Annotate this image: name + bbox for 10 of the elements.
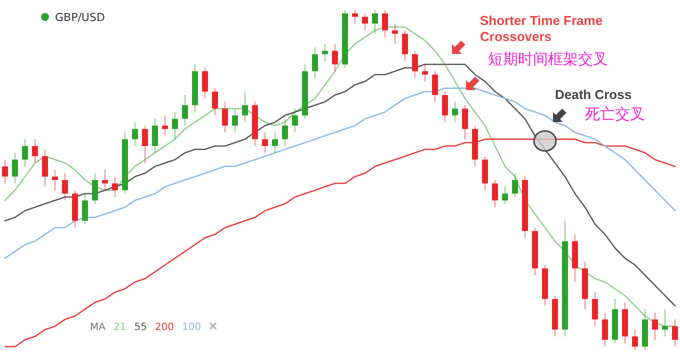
text: 55 — [134, 322, 147, 333]
text: 200 — [154, 322, 174, 333]
legend-title: MA — [90, 322, 106, 333]
annotation: 短期时间框架交叉 — [488, 51, 608, 68]
text: 21 — [113, 322, 126, 333]
text: 100 — [182, 322, 202, 333]
legend-label: GBP/USD — [55, 11, 105, 24]
annotation: Shorter Time Frame Crossovers — [480, 13, 603, 44]
annotation: Death Cross — [555, 87, 632, 102]
annotation: 死亡交叉 — [585, 106, 645, 123]
